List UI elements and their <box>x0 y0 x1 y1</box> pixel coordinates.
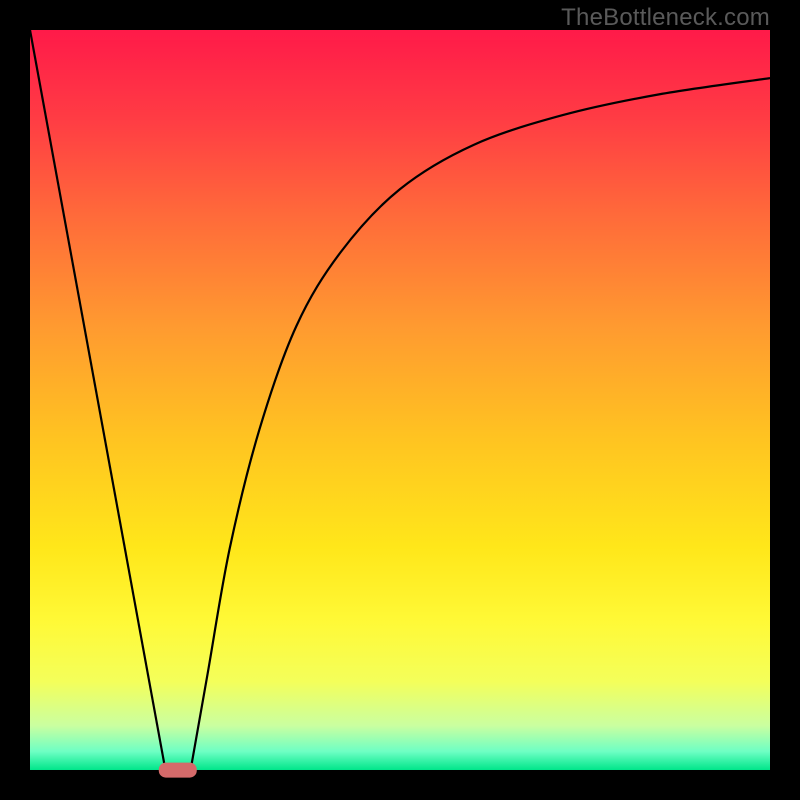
left-line <box>30 30 165 770</box>
plot-area <box>30 30 770 770</box>
chart-frame: TheBottleneck.com <box>0 0 800 800</box>
curves-layer <box>30 30 770 770</box>
watermark-text: TheBottleneck.com <box>561 4 770 32</box>
right-curve <box>191 78 770 770</box>
vertex-marker <box>159 763 197 778</box>
